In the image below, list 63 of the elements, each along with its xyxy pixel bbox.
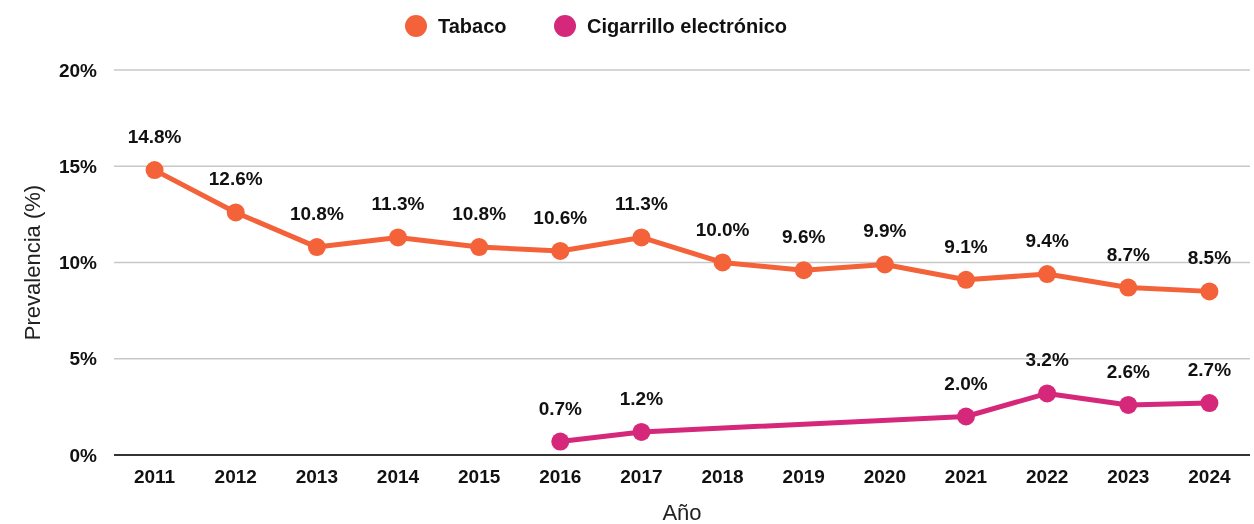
point [1200,282,1219,301]
x-tick-label: 2022 [1026,466,1069,487]
data-label: 9.6% [782,226,826,248]
point [1119,278,1138,297]
point [551,432,570,451]
data-label: 9.1% [944,235,988,257]
x-tick-label: 2016 [539,466,582,487]
data-label: 11.3% [371,193,425,215]
data-label: 9.9% [863,220,907,242]
x-tick-label: 2018 [701,466,744,487]
y-tick-label: 10% [58,252,98,274]
x-tick-label: 2023 [1107,466,1150,487]
data-label: 1.2% [619,387,664,409]
y-tick-label: 5% [69,348,98,370]
data-label: 2.7% [1187,359,1232,381]
point [389,228,407,247]
point [307,238,326,257]
x-tick-label: 2015 [458,466,501,487]
x-tick-label: 2019 [782,466,825,487]
legend-label: Tabaco [438,15,507,37]
point [470,238,489,257]
x-tick-label: 2024 [1188,466,1231,487]
data-label: 11.3% [615,193,668,215]
point [1038,384,1057,403]
legend-label: Cigarrillo electrónico [587,15,788,37]
point [1200,394,1219,413]
data-label: 10.8% [452,203,507,225]
point [145,161,164,180]
point [632,228,651,247]
y-axis-title: Prevalencia (%) [20,184,45,341]
point [1119,395,1138,414]
data-label: 8.5% [1187,247,1232,269]
point [957,270,975,289]
x-tick-label: 2021 [944,466,988,487]
x-tick-label: 2014 [376,466,420,487]
data-label: 8.7% [1106,243,1151,265]
point [794,261,813,280]
x-tick-label: 2011 [133,466,176,487]
data-label: 10.6% [533,206,588,228]
data-label: 14.8% [127,126,182,148]
x-tick-label: 2013 [295,466,338,487]
data-label: 12.6% [208,168,263,190]
y-tick-label: 15% [58,155,98,177]
data-label: 2.6% [1106,360,1151,382]
x-axis-title: Año [662,500,702,524]
data-label: 0.7% [538,397,583,419]
x-tick-label: 2012 [214,466,257,487]
point [875,255,894,274]
point [713,253,732,272]
data-label: 10.8% [289,203,344,225]
point [1038,265,1057,284]
point [957,407,975,426]
point [632,422,651,441]
data-label: 10.0% [695,218,750,240]
point [226,203,245,222]
x-tick-label: 2017 [620,466,663,487]
data-label: 3.2% [1025,349,1069,371]
x-tick-label: 2020 [863,466,906,487]
point [551,241,570,260]
y-tick-label: 20% [58,59,98,81]
data-label: 2.0% [944,372,988,394]
data-label: 9.4% [1025,230,1069,252]
y-tick-label: 0% [69,444,98,466]
